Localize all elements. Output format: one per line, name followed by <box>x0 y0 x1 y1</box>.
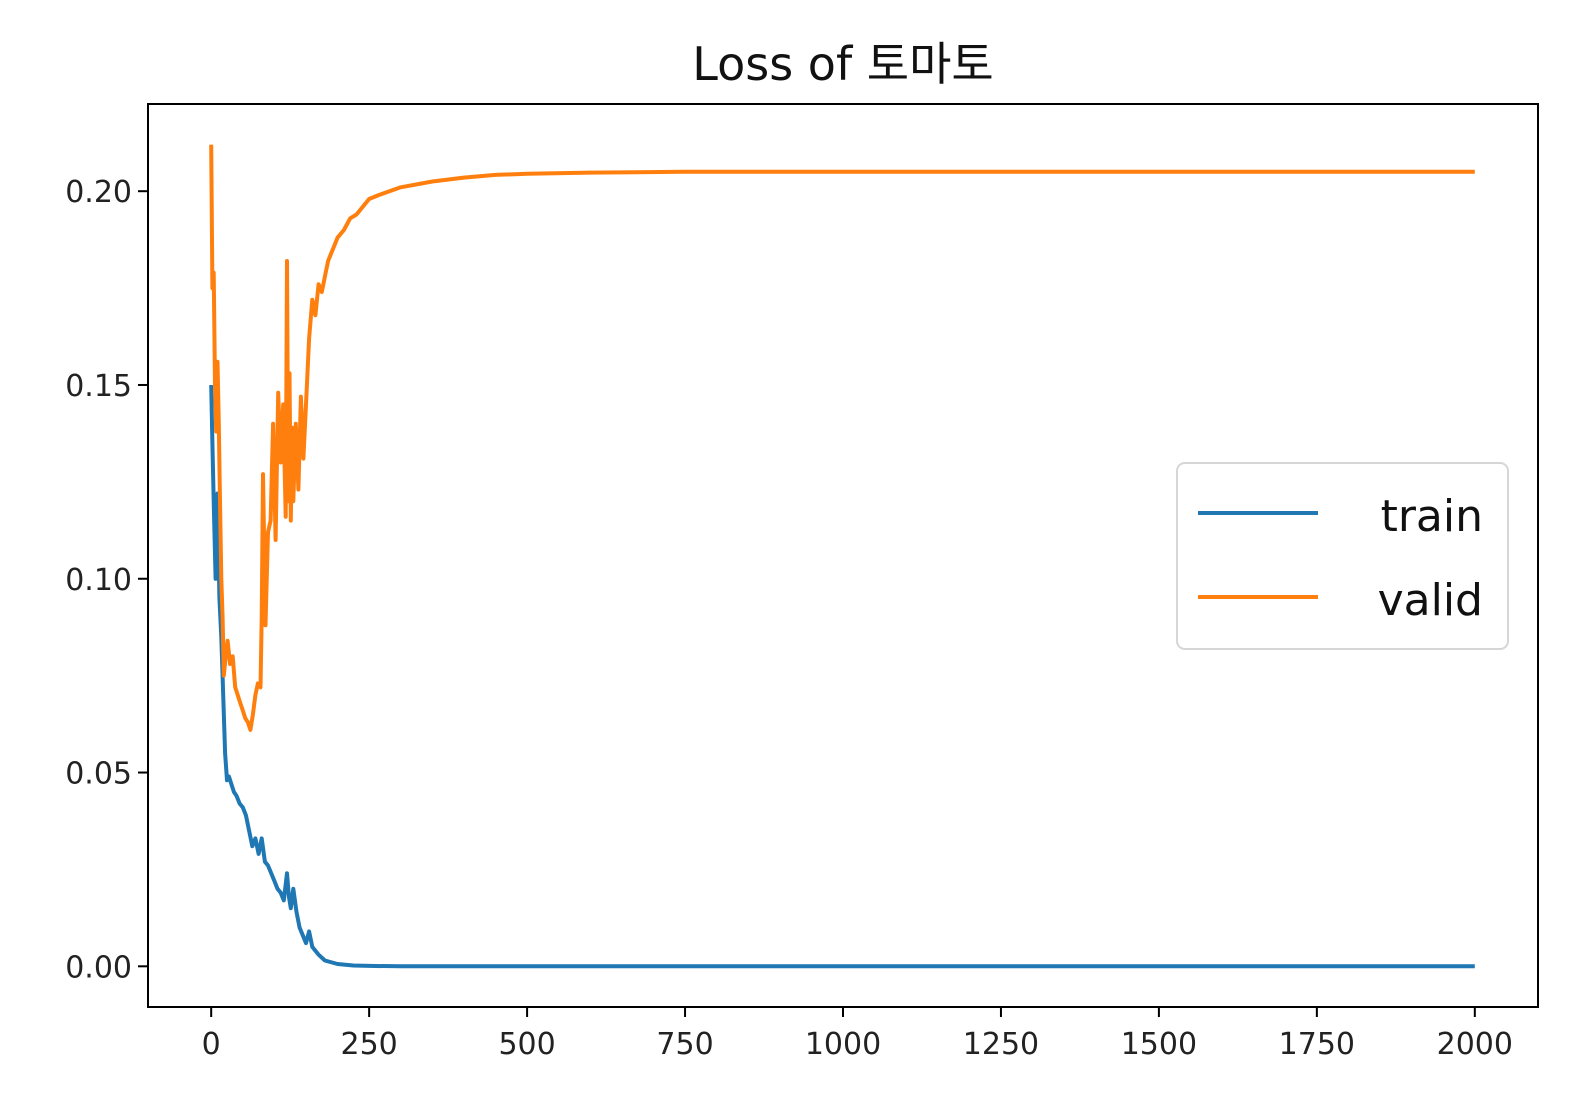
axes: 0 250 500 750 1000 1250 1500 1750 2000 0.00 0.05 0.… <box>65 103 1539 1062</box>
y-tick-label: 0.10 <box>65 563 132 598</box>
plot-area <box>209 144 1475 969</box>
y-tick-label: 0.20 <box>65 175 132 210</box>
x-tick-label: 2000 <box>1437 1027 1513 1062</box>
y-tick-label: 0.00 <box>65 950 132 985</box>
x-tick-label: 1000 <box>805 1027 881 1062</box>
series-line-valid <box>209 144 1475 732</box>
x-tick-label: 750 <box>656 1027 713 1062</box>
x-tick-label: 1500 <box>1121 1027 1197 1062</box>
chart-title: Loss of 토마토 <box>692 37 993 91</box>
x-tick-label: 0 <box>202 1027 221 1062</box>
y-tick-label: 0.05 <box>65 757 132 792</box>
x-tick-label: 1750 <box>1279 1027 1355 1062</box>
legend-box <box>1176 462 1509 650</box>
y-tick-label: 0.15 <box>65 369 132 404</box>
x-tick-label: 250 <box>341 1027 398 1062</box>
legend-label-valid: valid <box>1378 575 1483 626</box>
legend: train valid <box>1176 462 1509 650</box>
x-tick-label: 1250 <box>963 1027 1039 1062</box>
x-tick-label: 500 <box>498 1027 555 1062</box>
legend-label-train: train <box>1381 491 1483 542</box>
series-line-train <box>209 384 1475 969</box>
